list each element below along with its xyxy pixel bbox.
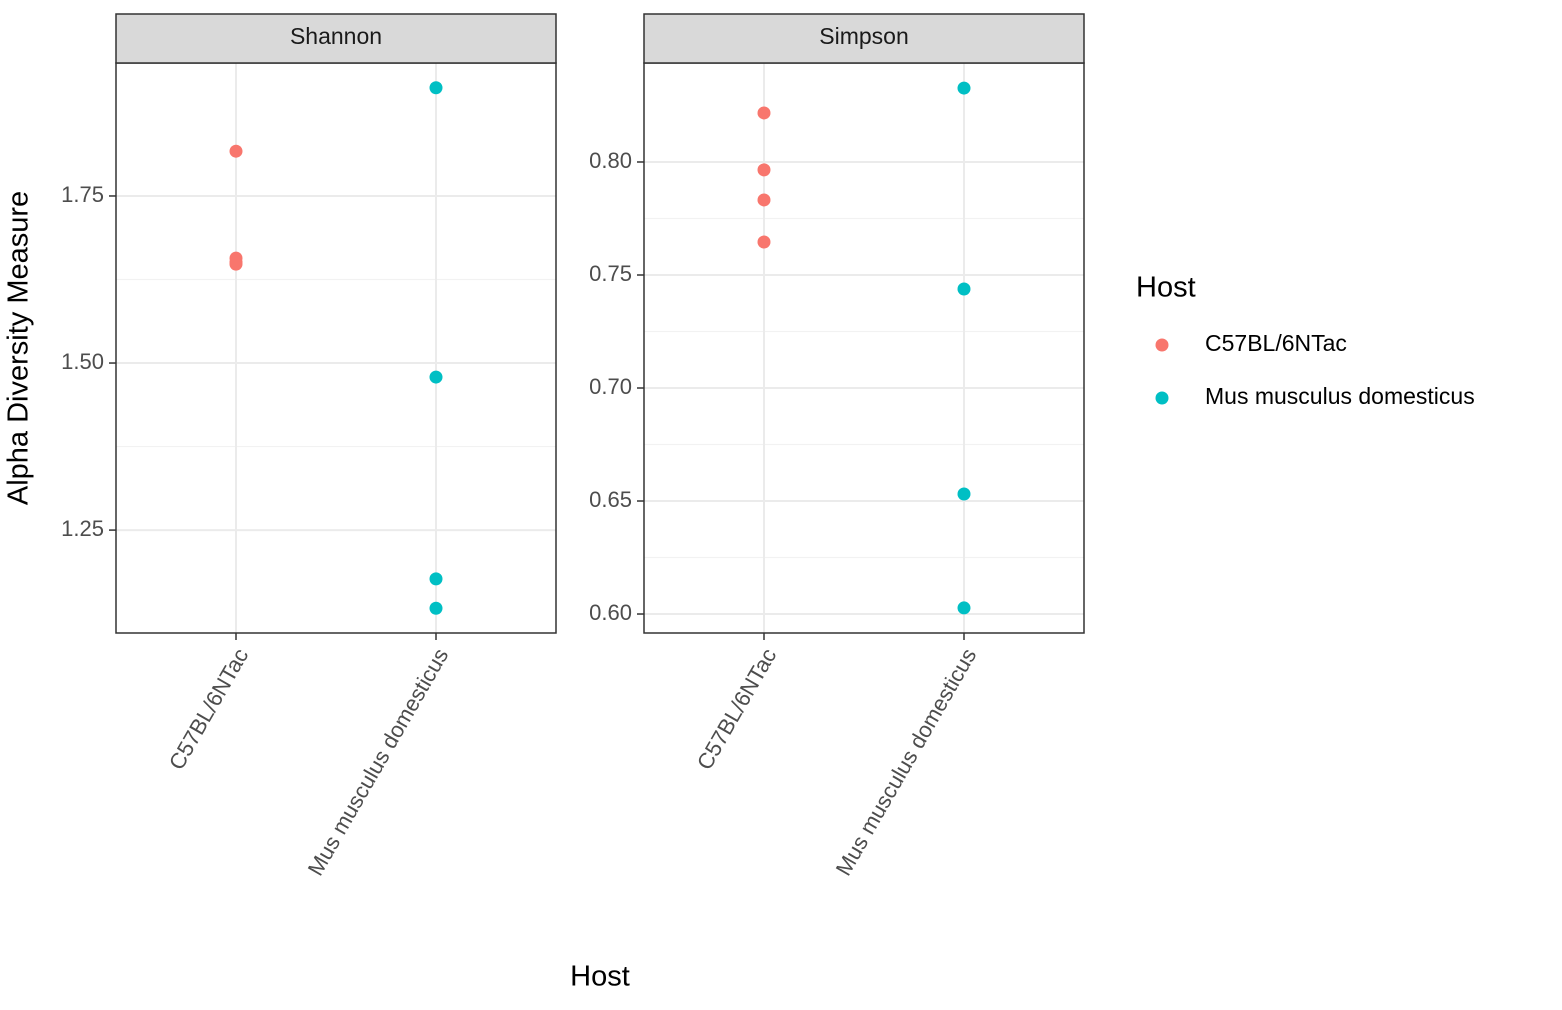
legend-marker [1155,338,1169,352]
y-tick-label: 0.75 [589,261,632,286]
y-tick-label: 0.60 [589,600,632,625]
legend-marker [1155,391,1169,405]
y-tick-label: 1.50 [61,349,104,374]
point [957,282,971,296]
point [429,601,443,615]
point [429,572,443,586]
y-axis-title: Alpha Diversity Measure [3,191,35,505]
strip-label: Simpson [819,23,908,49]
x-axis-title: Host [570,961,630,993]
point [429,81,443,95]
legend-label: Mus musculus domesticus [1205,383,1475,409]
point [757,193,771,207]
panel-background [116,63,556,633]
point [957,487,971,501]
y-tick-label: 0.65 [589,487,632,512]
point [429,370,443,384]
y-tick-label: 1.25 [61,516,104,541]
point [957,601,971,615]
legend-title: Host [1136,272,1196,304]
panel-background [644,63,1084,633]
strip-label: Shannon [290,23,382,49]
y-tick-label: 0.70 [589,374,632,399]
point [757,163,771,177]
point [757,106,771,120]
point [229,144,243,158]
strip-background [643,13,1085,64]
strip-background [115,13,557,64]
point [229,257,243,271]
point [757,235,771,249]
point [957,81,971,95]
legend-label: C57BL/6NTac [1205,330,1347,356]
y-tick-label: 1.75 [61,182,104,207]
y-tick-label: 0.80 [589,148,632,173]
